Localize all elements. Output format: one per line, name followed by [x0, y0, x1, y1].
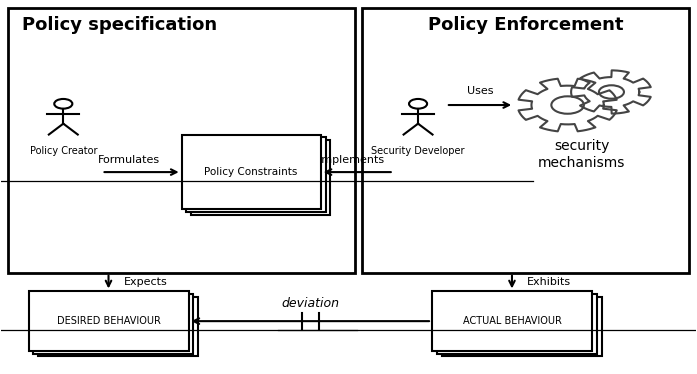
Text: Policy Creator: Policy Creator — [29, 146, 97, 156]
FancyBboxPatch shape — [33, 294, 193, 353]
FancyBboxPatch shape — [362, 8, 689, 273]
FancyBboxPatch shape — [437, 294, 597, 353]
FancyBboxPatch shape — [38, 297, 198, 356]
Text: deviation: deviation — [282, 297, 339, 310]
FancyBboxPatch shape — [186, 137, 325, 212]
FancyBboxPatch shape — [29, 291, 188, 351]
FancyBboxPatch shape — [442, 297, 602, 356]
Text: Policy specification: Policy specification — [22, 16, 217, 34]
Text: Security Developer: Security Developer — [372, 146, 465, 156]
Text: security
mechanisms: security mechanisms — [538, 139, 625, 169]
FancyBboxPatch shape — [432, 291, 592, 351]
FancyBboxPatch shape — [8, 8, 355, 273]
FancyBboxPatch shape — [191, 140, 330, 215]
Text: Policy Constraints: Policy Constraints — [204, 167, 298, 177]
Text: Formulates: Formulates — [98, 154, 160, 165]
Text: Exhibits: Exhibits — [527, 277, 572, 287]
Text: Expects: Expects — [124, 277, 167, 287]
FancyBboxPatch shape — [181, 135, 321, 209]
Text: Policy Enforcement: Policy Enforcement — [428, 16, 624, 34]
Text: Uses: Uses — [467, 86, 493, 96]
Text: Implements: Implements — [319, 154, 385, 165]
Text: DESIRED BEHAVIOUR: DESIRED BEHAVIOUR — [56, 316, 160, 326]
Text: ACTUAL BEHAVIOUR: ACTUAL BEHAVIOUR — [463, 316, 561, 326]
